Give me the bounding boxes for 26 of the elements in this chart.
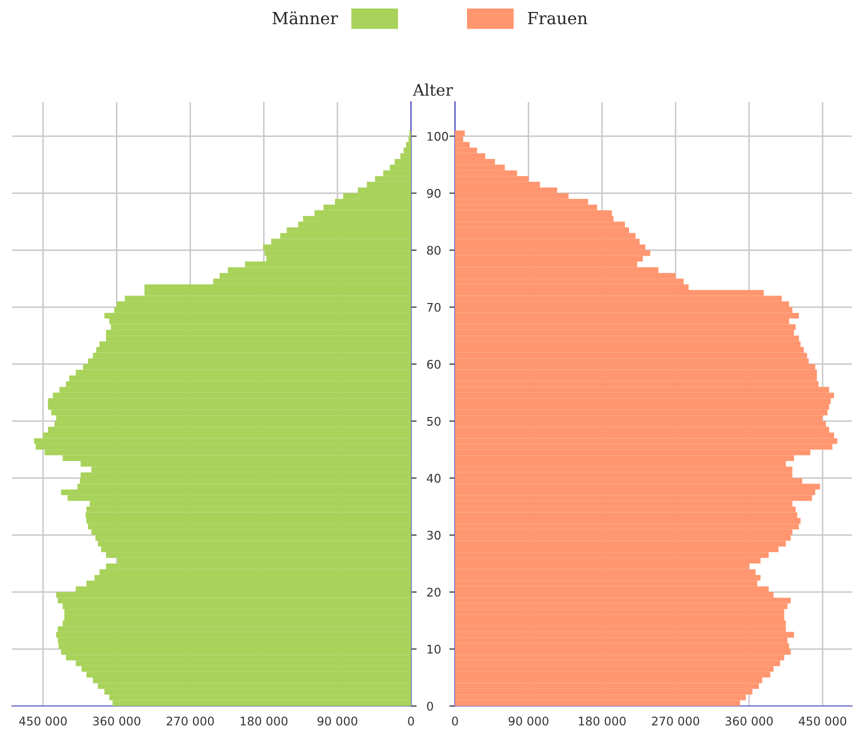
y-tick-label: 0	[427, 702, 434, 711]
y-tick-label: 20	[427, 588, 441, 597]
legend-label: Männer	[272, 11, 338, 24]
legend-label: Frauen	[528, 12, 588, 24]
x-tick-label: 90 000	[508, 716, 548, 726]
y-tick-label: 50	[427, 416, 441, 426]
x-tick-label: 270 000	[652, 716, 700, 726]
y-tick-label: 10	[428, 644, 441, 654]
x-tick-label: 0	[452, 716, 458, 726]
x-tick-label: 180 000	[578, 716, 626, 726]
x-tick-label: 360 000	[726, 716, 773, 726]
y-tick-label: 80	[427, 246, 441, 255]
x-tick-label: 90 000	[318, 716, 358, 726]
y-tick-label: 40	[426, 474, 441, 483]
y-tick-label: 60	[427, 360, 441, 369]
y-tick-label: 30	[427, 530, 441, 540]
y-tick-label: 90	[427, 188, 441, 198]
y-tick-label: 100	[428, 132, 448, 141]
x-tick-label: 270 000	[166, 716, 214, 726]
x-tick-label: 360 000	[93, 716, 140, 726]
y-axis-title: Alter	[412, 84, 454, 96]
x-tick-label: 0	[408, 716, 414, 726]
y-tick-label: 70	[427, 302, 441, 312]
x-tick-label: 180 000	[240, 716, 288, 726]
x-tick-label: 450 000	[19, 716, 67, 726]
x-tick-label: 450 000	[798, 716, 846, 726]
